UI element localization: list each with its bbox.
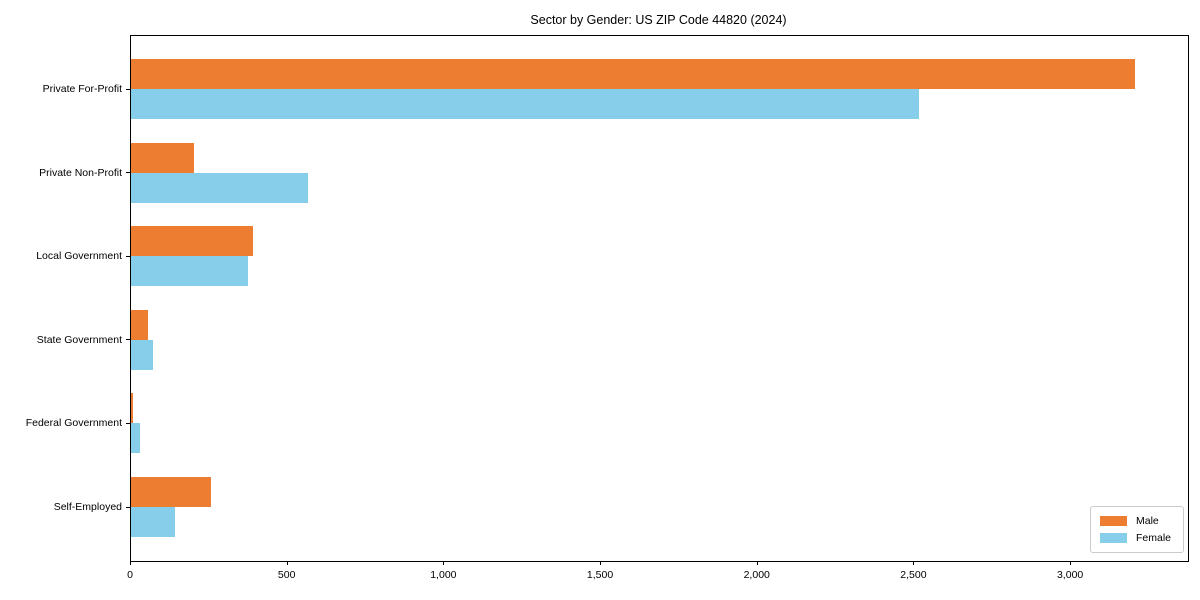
male-legend-label: Male bbox=[1136, 515, 1159, 527]
female-bar bbox=[131, 423, 141, 454]
male-bar bbox=[131, 226, 254, 257]
female-bar bbox=[131, 507, 176, 537]
y-tick-label: Private Non-Profit bbox=[39, 166, 122, 179]
y-tick-mark bbox=[126, 506, 130, 508]
x-tick-label: 2,000 bbox=[743, 569, 770, 581]
x-tick-mark bbox=[756, 561, 758, 565]
x-tick-mark bbox=[600, 561, 602, 565]
y-tick-mark bbox=[126, 172, 130, 174]
y-tick-label: Federal Government bbox=[25, 417, 122, 430]
female-bar bbox=[131, 339, 153, 370]
y-tick-label: Private For-Profit bbox=[42, 83, 122, 95]
legend-row-female: Female bbox=[1100, 532, 1183, 544]
male-bar bbox=[131, 142, 194, 173]
y-tick-label: Self-Employed bbox=[53, 501, 122, 513]
female-bar bbox=[131, 256, 248, 287]
plot-area bbox=[130, 35, 1189, 562]
y-tick-mark bbox=[126, 255, 130, 257]
x-tick-mark bbox=[286, 561, 288, 565]
y-tick-label: Local Government bbox=[36, 250, 122, 263]
male-bar bbox=[131, 393, 133, 424]
female-legend-label: Female bbox=[1136, 532, 1172, 544]
y-tick-mark bbox=[126, 339, 130, 341]
legend-row-male: Male bbox=[1100, 515, 1183, 527]
x-tick-mark bbox=[130, 561, 131, 565]
x-tick-label: 1,000 bbox=[430, 569, 457, 581]
x-tick-label: 500 bbox=[277, 569, 296, 581]
x-tick-label: 1,500 bbox=[586, 569, 614, 581]
y-tick-mark bbox=[126, 88, 130, 90]
female-bar bbox=[131, 172, 309, 203]
x-tick-mark bbox=[443, 561, 445, 565]
chart-title: Sector by Gender: US ZIP Code 44820 (202… bbox=[530, 13, 787, 27]
male-bar bbox=[131, 309, 149, 340]
female-legend-swatch bbox=[1100, 533, 1127, 543]
male-bar bbox=[131, 477, 211, 507]
x-tick-mark bbox=[1070, 561, 1072, 565]
y-tick-mark bbox=[126, 422, 130, 424]
y-tick-label: State Government bbox=[36, 333, 122, 346]
female-bar bbox=[131, 89, 920, 119]
x-tick-label: 2,500 bbox=[900, 569, 927, 581]
x-tick-mark bbox=[913, 561, 915, 565]
legend: Male Female bbox=[1090, 506, 1184, 553]
x-tick-label: 0 bbox=[127, 569, 133, 581]
male-legend-swatch bbox=[1100, 516, 1127, 526]
male-bar bbox=[131, 59, 1136, 89]
x-tick-label: 3,000 bbox=[1056, 569, 1084, 581]
